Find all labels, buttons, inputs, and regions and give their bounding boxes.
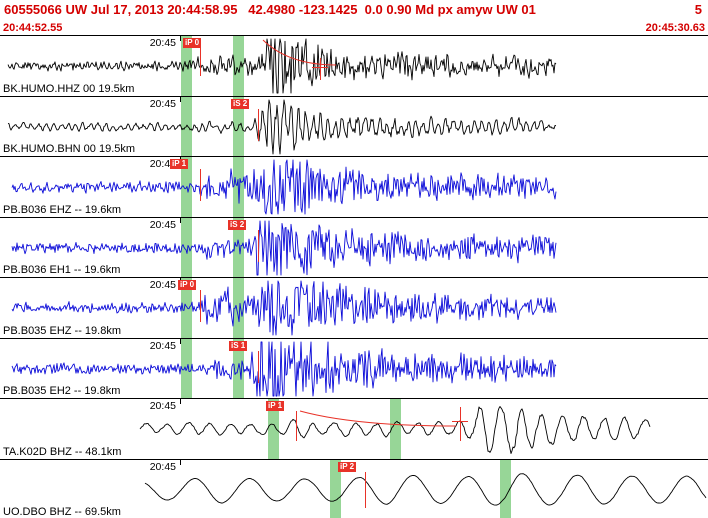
waveform[interactable]: [0, 278, 708, 338]
arrival-window-band: [233, 278, 244, 338]
time-label: 20:45: [149, 97, 176, 110]
window-start-time: 20:44:52.55: [3, 22, 63, 34]
phase-pick-flag[interactable]: iP 0: [183, 38, 202, 48]
phase-pick-line[interactable]: [258, 350, 259, 383]
time-label: 20:45: [149, 279, 176, 291]
station-label: PB.B035 EHZ -- 19.8km: [3, 324, 121, 337]
event-summary: 60555066 UW Jul 17, 2013 20:44:58.95 42.…: [4, 2, 536, 17]
phase-pick-flag[interactable]: iS 2: [231, 98, 250, 109]
phase-pick-line[interactable]: [200, 169, 201, 201]
pick-layer: iP 1: [0, 157, 708, 217]
coda-duration-crossbar: [452, 421, 468, 422]
bands-layer: [0, 399, 708, 459]
time-tick: [180, 36, 181, 41]
phase-pick-line[interactable]: [200, 290, 201, 322]
arrival-window-band: [181, 217, 192, 277]
time-label: 20:45: [149, 37, 176, 49]
time-label: 20:45: [149, 460, 176, 473]
trace-panel[interactable]: 20:45 iS 2 PB.B036 EH1 -- 19.6km: [0, 217, 708, 278]
trace-panel[interactable]: 20:45 iS 1 PB.B035 EH2 -- 19.8km: [0, 338, 708, 399]
event-flag: 5: [694, 2, 702, 17]
coda-duration-crossbar: [312, 67, 328, 68]
arrival-window-band: [233, 36, 244, 96]
time-tick: [180, 399, 181, 404]
waveform[interactable]: [0, 157, 708, 217]
time-window-bar: 20:44:52.55 20:45:30.63: [0, 22, 708, 35]
waveform[interactable]: [0, 97, 708, 157]
phase-pick-flag[interactable]: iS 2: [228, 219, 247, 230]
trace-panel[interactable]: 20:45 iS 2 BK.HUMO.BHN 00 19.5km: [0, 96, 708, 157]
bands-layer: [0, 217, 708, 277]
time-tick: [180, 96, 181, 102]
pick-layer: iS 2: [0, 97, 708, 157]
waveform[interactable]: [0, 339, 708, 399]
station-label: PB.B036 EHZ -- 19.6km: [3, 203, 121, 216]
event-header: 60555066 UW Jul 17, 2013 20:44:58.95 42.…: [0, 0, 708, 22]
arrival-window-band: [268, 399, 279, 459]
arrival-window-band: [233, 217, 244, 277]
time-label: 20:45: [149, 339, 176, 352]
time-tick: [180, 217, 181, 223]
phase-pick-flag[interactable]: iP 2: [338, 461, 357, 472]
waveform[interactable]: [0, 399, 708, 459]
time-tick: [180, 459, 181, 465]
time-label: 20:45: [149, 218, 176, 231]
coda-duration-marker[interactable]: [320, 58, 321, 80]
window-end-time: 20:45:30.63: [645, 22, 705, 34]
phase-pick-line[interactable]: [258, 229, 259, 262]
trace-panel[interactable]: 20:45 iP 1 TA.K02D BHZ -- 48.1km: [0, 399, 708, 460]
phase-pick-line[interactable]: [258, 108, 259, 141]
coda-decay-curve: [299, 410, 457, 427]
station-label: BK.HUMO.BHN 00 19.5km: [3, 143, 136, 155]
trace-panels: 20:45 iP 0 BK.HUMO.HHZ 00 19.5km 20:45 i…: [0, 35, 708, 518]
pick-layer: iP 1: [0, 399, 708, 459]
phase-pick-flag[interactable]: iS 1: [229, 340, 248, 351]
station-label: BK.HUMO.HHZ 00 19.5km: [3, 82, 135, 95]
trace-panel[interactable]: 20:45 iP 0 PB.B035 EHZ -- 19.8km: [0, 278, 708, 339]
bands-layer: [0, 459, 708, 518]
pick-layer: iP 0: [0, 278, 708, 338]
time-label: 20:45: [149, 158, 176, 170]
trace-panel[interactable]: 20:45 iP 0 BK.HUMO.HHZ 00 19.5km: [0, 36, 708, 97]
arrival-window-band: [330, 459, 341, 518]
trace-panel[interactable]: 20:45 iP 2 UO.DBO BHZ -- 69.5km: [0, 459, 708, 518]
phase-pick-flag[interactable]: iP 1: [170, 159, 189, 169]
station-label: UO.DBO BHZ -- 69.5km: [3, 506, 121, 518]
waveform[interactable]: [0, 36, 708, 96]
station-label: PB.B036 EH1 -- 19.6km: [3, 264, 121, 276]
waveform[interactable]: [0, 218, 708, 278]
arrival-window-band: [233, 338, 244, 398]
pick-layer: iS 1: [0, 339, 708, 399]
trace-panel[interactable]: 20:45 iP 1 PB.B036 EHZ -- 19.6km: [0, 157, 708, 218]
coda-decay-curve: [262, 39, 337, 66]
station-label: TA.K02D BHZ -- 48.1km: [3, 445, 122, 458]
station-label: PB.B035 EH2 -- 19.8km: [3, 385, 121, 397]
time-label: 20:45: [149, 400, 176, 412]
bands-layer: [0, 278, 708, 338]
phase-pick-flag[interactable]: iP 0: [178, 280, 197, 290]
pick-layer: iS 2: [0, 218, 708, 278]
pick-layer: iP 2: [0, 460, 708, 518]
phase-pick-line[interactable]: [365, 471, 366, 508]
arrival-window-band: [390, 399, 401, 459]
coda-duration-marker[interactable]: [460, 407, 461, 441]
phase-pick-line[interactable]: [296, 411, 297, 441]
arrival-window-band: [500, 459, 511, 518]
phase-pick-flag[interactable]: iP 1: [266, 401, 285, 411]
pick-layer: iP 0: [0, 36, 708, 96]
waveform[interactable]: [0, 460, 708, 518]
arrival-window-band: [181, 278, 192, 338]
phase-pick-line[interactable]: [200, 48, 201, 76]
time-tick: [180, 338, 181, 344]
